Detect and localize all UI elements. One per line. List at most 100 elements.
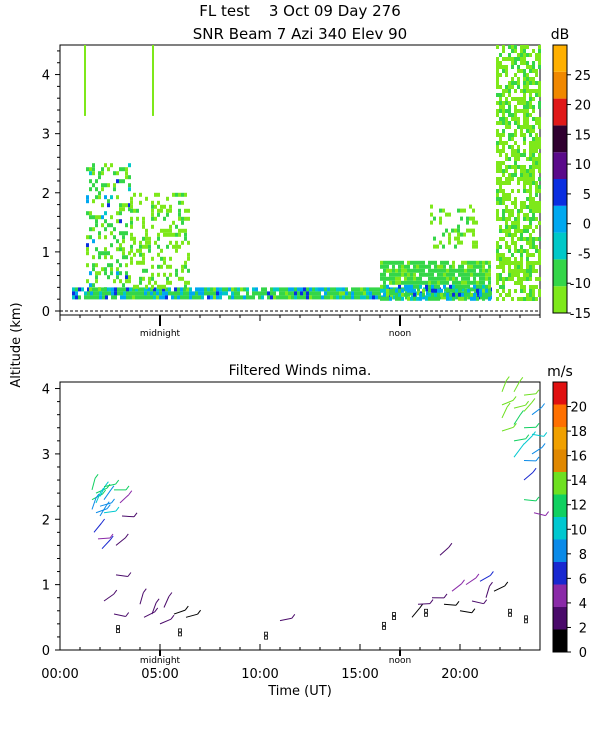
snr-cell: [482, 260, 485, 265]
snr-cell: [476, 288, 479, 293]
wind-colorbar-swatch: [553, 562, 567, 585]
snr-cell: [101, 183, 104, 188]
snr-cell: [426, 291, 429, 296]
snr-cell: [511, 221, 514, 225]
snr-cell: [276, 295, 279, 300]
snr-cell: [398, 280, 401, 285]
snr-cell: [535, 81, 538, 85]
wind-calm-marker: [524, 615, 528, 620]
snr-cell: [288, 295, 291, 300]
snr-cell: [95, 247, 98, 252]
snr-cell: [72, 291, 75, 296]
snr-cell: [139, 248, 142, 253]
snr-cell: [96, 287, 99, 292]
snr-cell: [520, 129, 523, 133]
snr-cell: [499, 93, 502, 97]
snr-cell: [505, 73, 508, 77]
wind-barb-flag: [543, 432, 548, 437]
snr-cell: [107, 183, 110, 188]
snr-cell: [499, 73, 502, 77]
snr-cell: [437, 296, 440, 301]
snr-cell: [407, 264, 410, 269]
wind-barb-flag: [545, 511, 549, 516]
wind-barb: [139, 592, 144, 605]
snr-cell: [485, 284, 488, 289]
snr-cell: [95, 271, 98, 276]
snr-cell: [312, 291, 315, 296]
snr-cell: [446, 268, 449, 273]
snr-cell: [502, 69, 505, 73]
snr-cell: [441, 295, 444, 300]
snr-cell: [526, 253, 529, 257]
wind-barb-flag: [471, 608, 476, 614]
snr-cell: [502, 289, 505, 293]
snr-cell: [523, 117, 526, 121]
snr-cell: [479, 292, 482, 297]
snr-colorbar-tick-label: -15: [570, 307, 591, 322]
snr-cell: [119, 271, 122, 276]
snr-cell: [526, 189, 529, 193]
snr-cell: [499, 137, 502, 141]
snr-cell: [95, 215, 98, 220]
snr-cell: [529, 165, 532, 169]
snr-cell: [532, 269, 535, 273]
snr-cell: [502, 149, 505, 153]
snr-colorbar-swatch: [553, 45, 567, 72]
snr-cell: [92, 167, 95, 172]
snr-cell: [407, 288, 410, 293]
snr-cell: [508, 105, 511, 109]
snr-cell: [514, 273, 517, 277]
wind-barb-flag: [461, 579, 465, 585]
snr-cell: [437, 268, 440, 273]
snr-cell: [174, 291, 177, 296]
snr-cell: [378, 287, 381, 292]
winds-y-tick-label: 2: [42, 513, 50, 528]
snr-cell: [291, 291, 294, 296]
snr-cell: [234, 291, 237, 296]
snr-cell: [138, 287, 141, 292]
snr-cell: [336, 291, 339, 296]
snr-cell: [273, 295, 276, 300]
snr-cell: [219, 295, 222, 300]
snr-cell: [92, 163, 95, 168]
snr-cell: [261, 287, 264, 292]
snr-cell: [125, 171, 128, 176]
snr-cell: [252, 291, 255, 296]
snr-cell: [133, 208, 136, 213]
snr-cell: [398, 260, 401, 265]
snr-cell: [95, 279, 98, 284]
snr-cell: [446, 288, 449, 293]
snr-cell: [517, 121, 520, 125]
snr-cell: [154, 204, 157, 209]
snr-cell: [523, 93, 526, 97]
snr-cell: [514, 289, 517, 293]
snr-cell: [434, 276, 437, 281]
snr-cell: [360, 291, 363, 296]
snr-cell: [511, 225, 514, 229]
snr-cell: [297, 291, 300, 296]
snr-cell: [419, 280, 422, 285]
snr-cell: [538, 61, 541, 65]
wind-barb: [103, 483, 116, 488]
snr-cell: [538, 165, 541, 169]
snr-cell: [116, 239, 119, 244]
wind-colorbar-tick-label: 6: [579, 572, 587, 587]
snr-cell: [457, 228, 460, 233]
snr-cell: [145, 244, 148, 249]
snr-cell: [520, 57, 523, 61]
snr-cell: [187, 280, 190, 285]
snr-cell: [538, 89, 541, 93]
wind-barb: [485, 586, 490, 598]
snr-cell: [148, 244, 151, 249]
snr-cell: [136, 260, 139, 265]
snr-cell: [508, 289, 511, 293]
snr-cell: [72, 295, 75, 300]
wind-barb: [163, 596, 170, 608]
snr-cell: [128, 207, 131, 212]
snr-cell: [255, 291, 258, 296]
snr-cell: [538, 45, 541, 49]
snr-cell: [375, 291, 378, 296]
wind-barb: [173, 609, 186, 615]
snr-cell: [520, 133, 523, 137]
snr-cell: [398, 272, 401, 277]
